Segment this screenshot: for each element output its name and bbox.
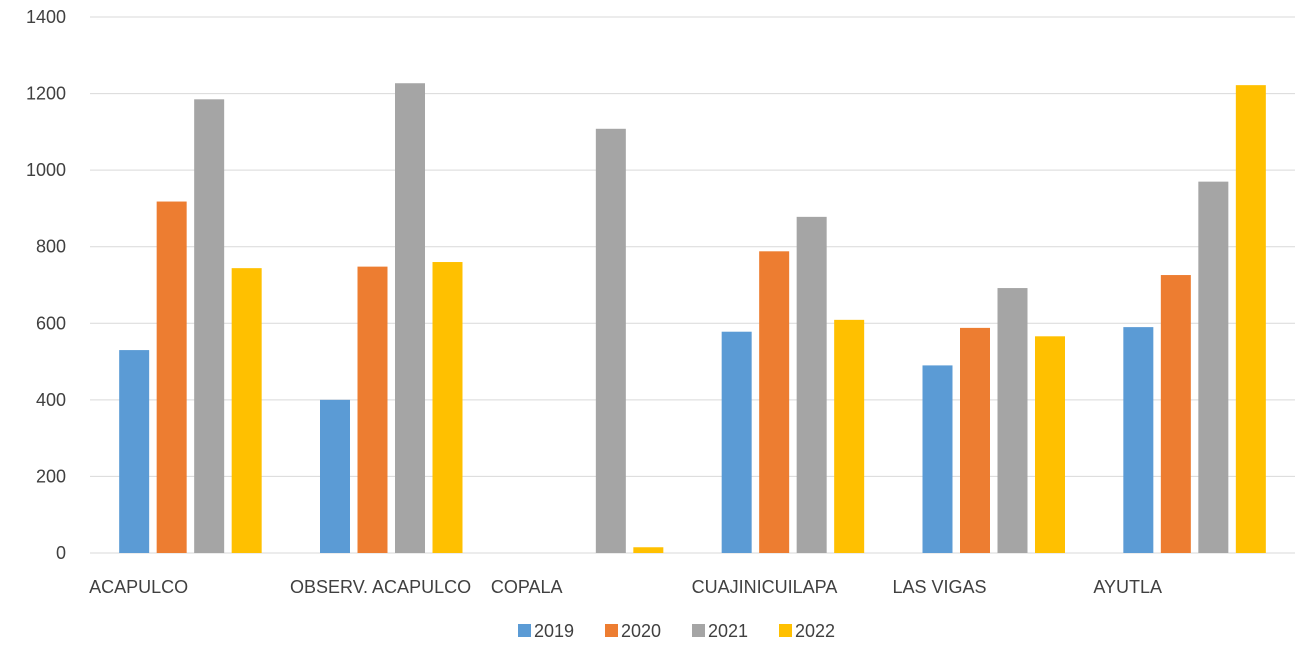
bar-2019-ayutla [1123,327,1154,553]
bar-2021-las-vigas [997,288,1028,553]
y-tick-label: 1200 [26,84,66,104]
legend-label-2021: 2021 [708,621,748,641]
gridlines [90,16,1295,554]
x-tick-label: COPALA [491,577,563,597]
legend-swatch-2019 [518,624,531,637]
x-tick-label: CUAJINICUILAPA [692,577,838,597]
bar-2021-cuajinicuilapa [796,216,827,553]
bar-2020-observ-acapulco [357,266,388,553]
bar-2021-observ-acapulco [395,83,425,553]
x-tick-label: AYUTLA [1093,577,1162,597]
y-tick-label: 600 [36,313,66,333]
bars [119,83,1266,554]
x-tick-label: LAS VIGAS [893,577,987,597]
legend-swatch-2021 [692,624,705,637]
y-tick-label: 1400 [26,7,66,27]
y-tick-label: 0 [56,543,66,563]
y-tick-label: 800 [36,237,66,257]
bar-2020-acapulco [156,201,187,553]
bar-2022-cuajinicuilapa [834,319,865,553]
bar-2021-ayutla [1198,181,1229,553]
bar-2022-las-vigas [1035,336,1065,553]
y-tick-label: 1000 [26,160,66,180]
x-tick-label: OBSERV. ACAPULCO [290,577,471,597]
bar-2021-copala [595,128,626,553]
bar-2020-las-vigas [960,327,990,553]
bar-2020-ayutla [1160,275,1191,553]
bar-2019-cuajinicuilapa [721,331,752,553]
x-axis-tick-labels: ACAPULCO OBSERV. ACAPULCO COPALA CUAJINICUI… [89,577,1162,597]
bar-2019-observ-acapulco [320,399,350,553]
legend-label-2019: 2019 [534,621,574,641]
y-tick-label: 200 [36,466,66,486]
bar-2020-cuajinicuilapa [759,251,790,553]
legend-swatch-2022 [779,624,792,637]
bar-2019-acapulco [119,350,150,553]
bar-2022-ayutla [1235,85,1266,554]
bar-2019-las-vigas [922,365,953,553]
bar-2022-copala [633,547,664,553]
y-tick-label: 400 [36,390,66,410]
legend-swatch-2020 [605,624,618,637]
bar-2022-acapulco [231,268,262,553]
y-axis-tick-labels: 0 200 400 600 800 1000 1200 1400 [26,7,66,563]
legend-label-2020: 2020 [621,621,661,641]
legend: 2019 2020 2021 2022 [518,621,835,641]
bar-2021-acapulco [194,99,225,554]
x-tick-label: ACAPULCO [89,577,188,597]
legend-label-2022: 2022 [795,621,835,641]
bar-2022-observ-acapulco [432,262,463,553]
